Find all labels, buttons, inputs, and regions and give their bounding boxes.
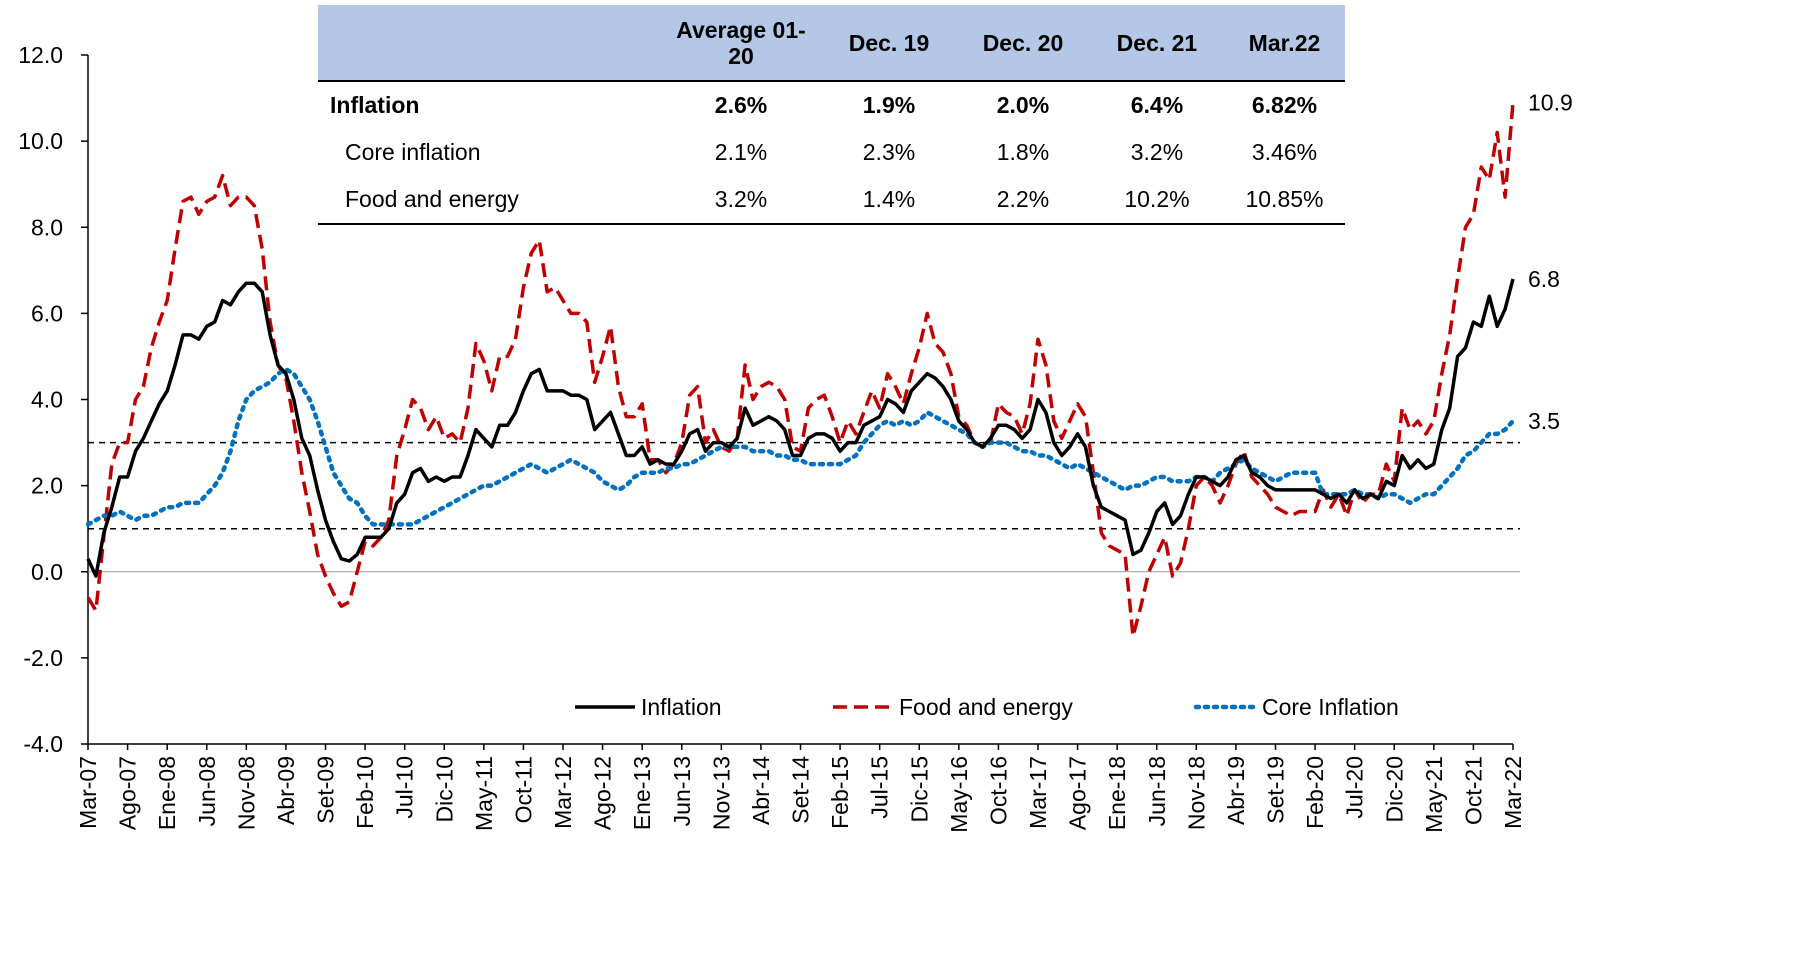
y-tick-label: 2.0	[31, 473, 63, 499]
x-tick-label: Feb-20	[1302, 756, 1328, 829]
header-cell: Mar.22	[1223, 5, 1345, 82]
legend-label: Inflation	[641, 694, 722, 720]
header-cell: Dec. 21	[1089, 5, 1224, 82]
summary-table: Average 01-20 Dec. 19 Dec. 20 Dec. 21 Mar.22…	[318, 5, 1345, 225]
header-cell: Average 01-20	[660, 5, 822, 82]
x-tick-label: May-11	[471, 756, 497, 831]
x-tick-label: Mar-12	[550, 756, 576, 829]
table-row: Core inflation 2.1% 2.3% 1.8% 3.2% 3.46%	[318, 129, 1345, 176]
x-tick-label: Dic-20	[1381, 756, 1407, 822]
x-tick-label: Oct-21	[1460, 756, 1486, 825]
table-cell: Core inflation	[345, 139, 481, 165]
header-cell: Dec. 19	[822, 5, 956, 82]
y-tick-label: 10.0	[18, 128, 63, 154]
x-tick-label: Abr-19	[1223, 756, 1249, 825]
table-cell: 3.2%	[660, 176, 822, 225]
series-line	[85, 367, 1516, 527]
table-cell: 3.46%	[1251, 139, 1318, 165]
table-cell: 6.82%	[1251, 92, 1318, 118]
x-tick-label: Ene-08	[154, 756, 180, 830]
x-tick-label: May-21	[1421, 756, 1447, 833]
table-cell: 1.8%	[996, 139, 1050, 165]
x-tick-label: Nov-18	[1183, 756, 1209, 830]
table-row: Inflation 2.6% 1.9% 2.0% 6.4% 6.82%	[318, 81, 1345, 129]
table-cell: 1.4%	[822, 176, 956, 225]
series-line	[86, 102, 1515, 639]
table-cell: Food and energy	[318, 176, 660, 225]
x-tick-label: Feb-10	[352, 756, 378, 829]
x-tick-label: Jun-08	[194, 756, 220, 826]
table-cell: 2.2%	[955, 176, 1090, 225]
end-value-label: 10.9	[1528, 89, 1573, 115]
x-tick-label: Ago-07	[115, 756, 141, 830]
y-tick-label: 4.0	[31, 387, 63, 413]
y-tick-label: -4.0	[23, 731, 63, 757]
x-tick-label: Oct-11	[510, 756, 536, 823]
x-tick-label: Ago-17	[1065, 756, 1091, 830]
x-tick-label: Mar-07	[75, 756, 101, 829]
x-tick-label: Dic-15	[906, 756, 932, 822]
header-cell: Dec. 20	[955, 5, 1090, 82]
x-tick-label: Oct-16	[985, 756, 1011, 825]
table-cell: 2.3%	[862, 139, 916, 165]
end-value-label: 6.8	[1528, 266, 1560, 292]
x-tick-label: Jun-13	[669, 756, 695, 826]
x-tick-label: Nov-08	[233, 756, 259, 830]
legend-label: Food and energy	[899, 694, 1073, 720]
x-tick-label: Jun-18	[1144, 756, 1170, 826]
x-tick-label: Set-19	[1263, 756, 1289, 824]
series-line	[86, 278, 1515, 578]
table-header: Average 01-20 Dec. 19 Dec. 20 Dec. 21 Mar.22	[318, 5, 1345, 82]
x-tick-label: Jul-20	[1342, 756, 1368, 819]
table-cell: 2.6%	[714, 92, 768, 118]
table-cell: Inflation	[330, 92, 420, 118]
x-tick-label: Mar-17	[1025, 756, 1051, 829]
y-tick-label: 6.0	[31, 300, 63, 326]
table-cell: 2.0%	[996, 92, 1050, 118]
x-tick-label: Nov-13	[708, 756, 734, 830]
x-tick-label: Abr-09	[273, 756, 299, 825]
table-cell: 6.4%	[1130, 92, 1184, 118]
x-tick-label: Jul-10	[392, 756, 418, 819]
x-tick-label: Dic-10	[431, 756, 457, 822]
y-tick-label: -2.0	[23, 645, 63, 671]
x-tick-label: Jul-15	[867, 756, 893, 819]
x-tick-label: Ago-12	[590, 756, 616, 830]
table-cell: 10.2%	[1089, 176, 1224, 225]
x-tick-label: May-16	[946, 756, 972, 833]
header-cell	[318, 5, 660, 82]
x-tick-label: Abr-14	[748, 756, 774, 825]
table-row: Food and energy 3.2% 1.4% 2.2% 10.2% 10.85%	[318, 176, 1345, 225]
x-tick-label: Mar-22	[1500, 756, 1526, 829]
x-tick-label: Ene-18	[1104, 756, 1130, 830]
end-value-label: 3.5	[1528, 408, 1560, 434]
table-cell: 3.2%	[1130, 139, 1184, 165]
table-cell: 2.1%	[714, 139, 768, 165]
y-tick-label: 12.0	[18, 42, 63, 68]
y-tick-label: 0.0	[31, 559, 63, 585]
x-tick-label: Set-09	[313, 756, 339, 824]
table-cell: 10.85%	[1223, 176, 1345, 225]
legend-label: Core Inflation	[1262, 694, 1399, 720]
x-tick-label: Set-14	[788, 756, 814, 824]
x-tick-label: Feb-15	[827, 756, 853, 829]
x-tick-label: Ene-13	[629, 756, 655, 830]
y-tick-label: 8.0	[31, 214, 63, 240]
table-cell: 1.9%	[862, 92, 916, 118]
